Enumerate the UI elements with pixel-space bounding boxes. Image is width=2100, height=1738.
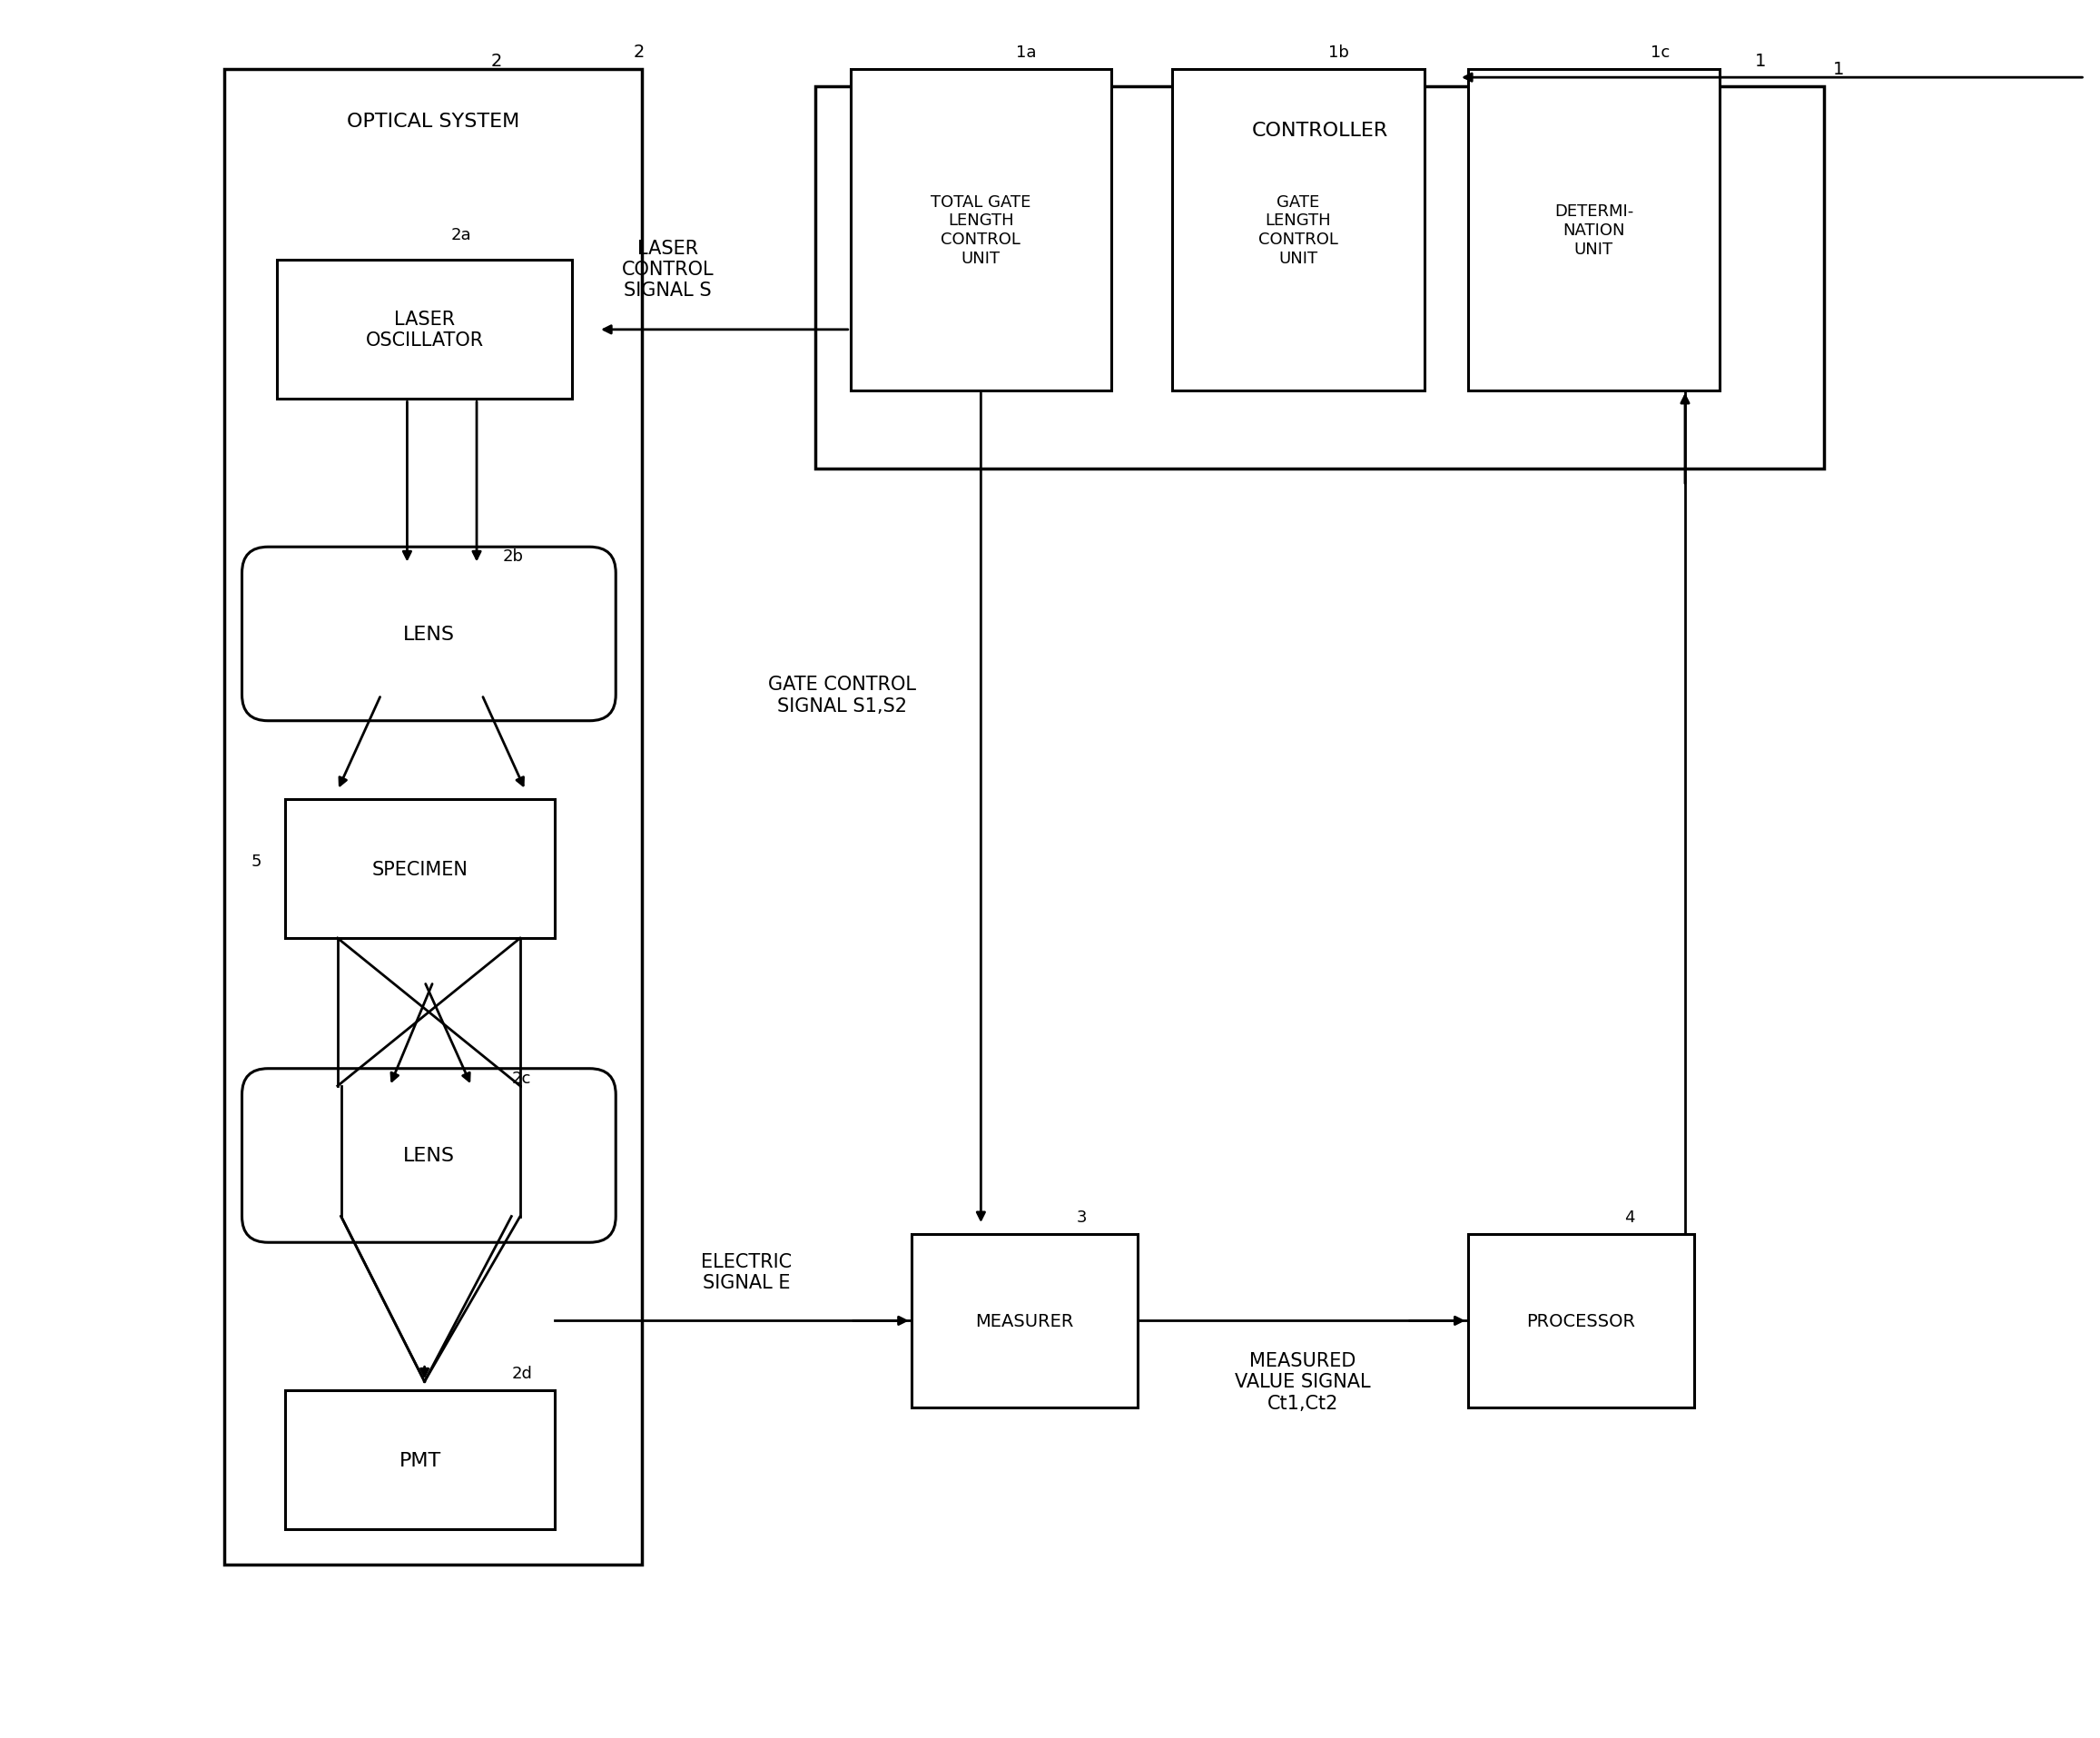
Text: 4: 4	[1623, 1210, 1634, 1225]
Text: 1b: 1b	[1329, 45, 1350, 61]
FancyBboxPatch shape	[242, 547, 615, 721]
Bar	[815, 87, 1825, 469]
Text: LENS: LENS	[403, 1147, 456, 1164]
Text: SPECIMEN: SPECIMEN	[372, 860, 468, 878]
Text: MEASURER: MEASURER	[974, 1312, 1073, 1330]
Text: 1: 1	[1756, 52, 1766, 70]
Text: OPTICAL SYSTEM: OPTICAL SYSTEM	[347, 113, 519, 130]
Text: GATE
LENGTH
CONTROL
UNIT: GATE LENGTH CONTROL UNIT	[1258, 195, 1338, 266]
Text: PROCESSOR: PROCESSOR	[1527, 1312, 1636, 1330]
Bar	[851, 70, 1111, 391]
Text: 1c: 1c	[1651, 45, 1670, 61]
Text: 2c: 2c	[512, 1071, 531, 1086]
Text: 1a: 1a	[1016, 45, 1035, 61]
Text: LENS: LENS	[403, 626, 456, 643]
Bar	[911, 1234, 1138, 1408]
Text: 2: 2	[491, 52, 502, 70]
Text: TOTAL GATE
LENGTH
CONTROL
UNIT: TOTAL GATE LENGTH CONTROL UNIT	[930, 195, 1031, 266]
Text: 2d: 2d	[512, 1366, 531, 1382]
Text: MEASURED
VALUE SIGNAL
Ct1,Ct2: MEASURED VALUE SIGNAL Ct1,Ct2	[1235, 1352, 1371, 1411]
Bar	[225, 70, 643, 1564]
Bar	[1172, 70, 1424, 391]
Bar	[286, 799, 554, 939]
Bar	[286, 1390, 554, 1529]
Bar	[1468, 1234, 1695, 1408]
Text: 2a: 2a	[452, 228, 470, 243]
Text: 3: 3	[1077, 1210, 1088, 1225]
Text: 2: 2	[634, 43, 645, 61]
Text: 2b: 2b	[502, 549, 523, 565]
Text: DETERMI-
NATION
UNIT: DETERMI- NATION UNIT	[1554, 203, 1634, 257]
FancyBboxPatch shape	[242, 1069, 615, 1243]
Text: GATE CONTROL
SIGNAL S1,S2: GATE CONTROL SIGNAL S1,S2	[769, 676, 916, 714]
Text: LASER
CONTROL
SIGNAL S: LASER CONTROL SIGNAL S	[622, 240, 714, 299]
Text: LASER
OSCILLATOR: LASER OSCILLATOR	[365, 311, 483, 349]
Text: CONTROLLER: CONTROLLER	[1252, 122, 1388, 139]
Bar	[1468, 70, 1720, 391]
Bar	[277, 261, 573, 400]
Text: PMT: PMT	[399, 1451, 441, 1469]
Text: ELECTRIC
SIGNAL E: ELECTRIC SIGNAL E	[701, 1253, 792, 1291]
Text: 5: 5	[250, 853, 260, 869]
Text: 1: 1	[1833, 61, 1844, 78]
